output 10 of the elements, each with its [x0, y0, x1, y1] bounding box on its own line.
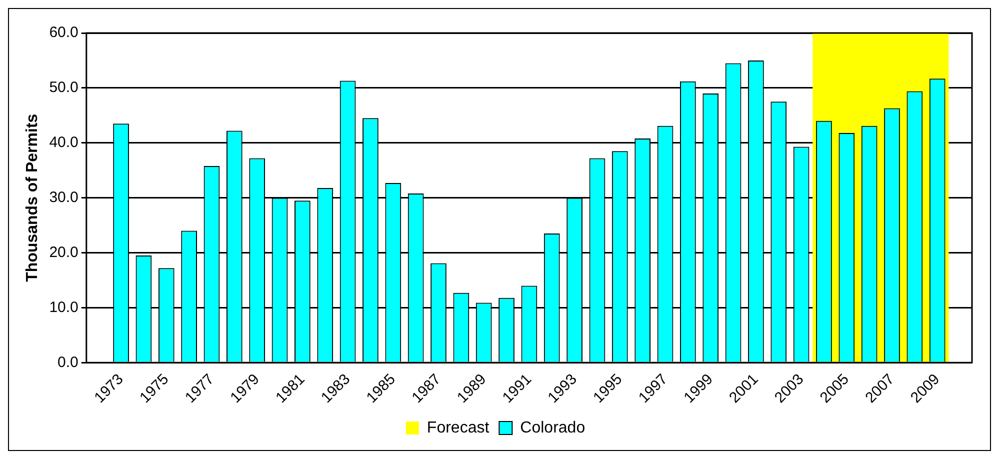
y-tick-label: 0.0 [58, 354, 78, 371]
legend-label: Forecast [426, 419, 490, 436]
y-tick-label: 60.0 [49, 24, 78, 42]
y-tick-label: 30.0 [49, 188, 78, 206]
y-tick-label: 40.0 [49, 134, 78, 152]
y-tick-label: 20.0 [49, 244, 78, 261]
y-tick-label: 10.0 [49, 298, 78, 316]
y-axis-title: Thousands of Permits [24, 114, 42, 282]
legend-label: Colorado [520, 419, 586, 436]
y-tick-label: 50.0 [49, 79, 78, 96]
